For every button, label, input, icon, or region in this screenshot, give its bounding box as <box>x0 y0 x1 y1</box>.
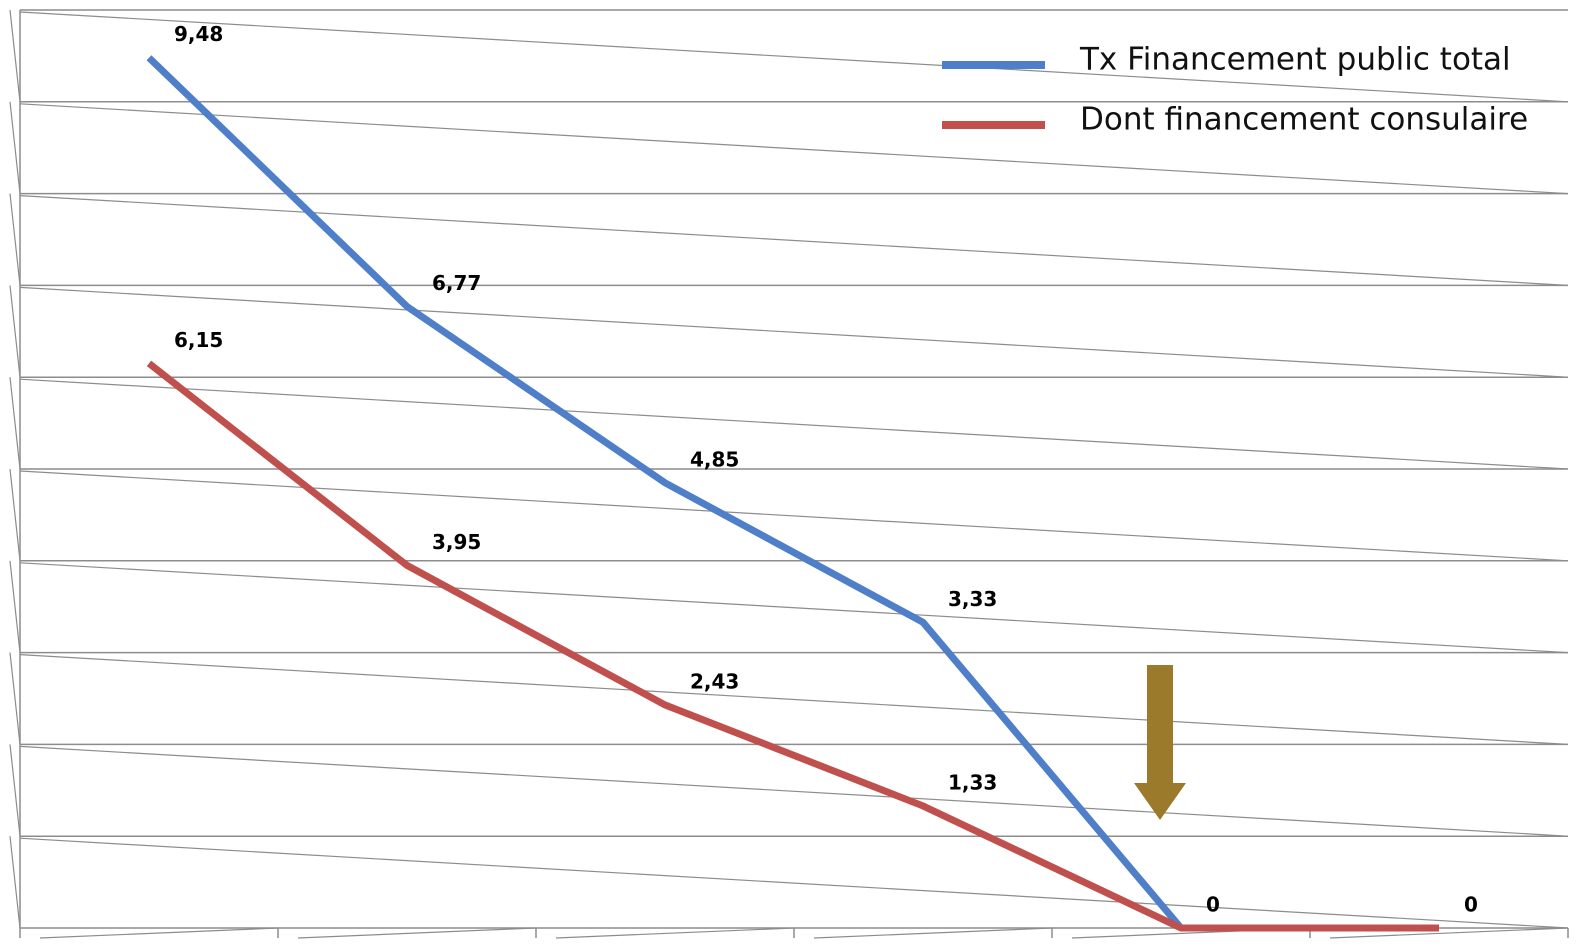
x-axis-diagonal <box>39 927 279 939</box>
legend-label: Tx Financement public total <box>1079 42 1511 78</box>
x-axis-diagonal <box>555 927 795 939</box>
grid-diagonal <box>19 562 1569 654</box>
data-label: 4,85 <box>690 447 739 471</box>
data-label: 6,15 <box>174 328 223 352</box>
axis-zigzag <box>9 285 21 378</box>
axis-zigzag <box>9 836 21 929</box>
data-label: 2,43 <box>690 669 739 693</box>
x-axis-diagonal <box>1329 927 1569 939</box>
series-line <box>146 55 1184 931</box>
axis-zigzag <box>9 9 21 102</box>
legend-label: Dont financement consulaire <box>1080 102 1528 138</box>
grid-diagonal <box>19 195 1569 286</box>
axis-zigzag <box>9 652 21 745</box>
data-label: 3,33 <box>948 587 997 611</box>
data-label: 9,48 <box>174 22 223 46</box>
grid-diagonal <box>19 837 1569 929</box>
data-label: 0 <box>1206 893 1220 917</box>
axis-zigzag <box>9 193 21 286</box>
x-axis-diagonal <box>813 927 1053 939</box>
data-label: 6,77 <box>432 271 481 295</box>
grid-diagonal <box>19 378 1569 470</box>
axis-zigzag <box>9 101 21 194</box>
axis-zigzag <box>9 468 21 561</box>
axis-zigzag <box>9 377 21 470</box>
data-label: 1,33 <box>948 770 997 794</box>
grid-diagonal <box>19 745 1569 837</box>
arrow <box>1134 665 1186 820</box>
x-axis-diagonal <box>297 927 537 939</box>
grid-diagonal <box>19 470 1569 562</box>
data-label: 0 <box>1464 893 1478 917</box>
axis-zigzag <box>9 560 21 653</box>
plot: 9,48 6,77 4,85 3,33 0 6,15 3,95 2,43 1,33 0 Tx Fin… <box>9 9 1569 939</box>
grid-diagonal <box>19 11 1569 103</box>
axis-zigzag <box>9 744 21 837</box>
series-line <box>146 360 1439 932</box>
grid-diagonal <box>19 286 1569 378</box>
data-label: 3,95 <box>432 530 481 554</box>
grid-diagonal <box>19 654 1569 745</box>
grid-diagonal <box>19 103 1569 195</box>
